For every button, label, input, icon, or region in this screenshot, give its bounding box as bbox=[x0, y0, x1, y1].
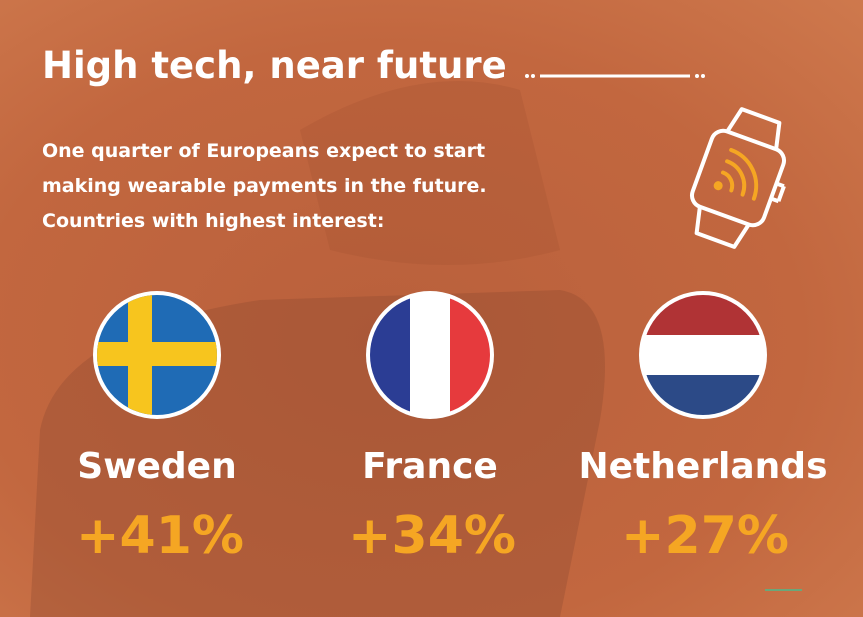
country-name: France bbox=[362, 446, 498, 487]
intro-line: making wearable payments in the future. bbox=[42, 175, 487, 197]
title-rule bbox=[525, 74, 705, 78]
intro-line: Countries with highest interest: bbox=[42, 210, 384, 232]
watch-icon bbox=[689, 107, 787, 249]
intro-line: One quarter of Europeans expect to start bbox=[42, 140, 485, 162]
country-change: +27% bbox=[621, 506, 789, 566]
country-name: Sweden bbox=[77, 446, 236, 487]
country-change: +34% bbox=[348, 506, 516, 566]
flag-sweden bbox=[93, 291, 221, 419]
flag-france bbox=[366, 291, 494, 419]
flag-netherlands bbox=[639, 291, 767, 419]
title: High tech, near future bbox=[42, 44, 507, 87]
country-name: Netherlands bbox=[578, 446, 827, 487]
watch-shape bbox=[300, 81, 560, 265]
country-change: +41% bbox=[76, 506, 244, 566]
